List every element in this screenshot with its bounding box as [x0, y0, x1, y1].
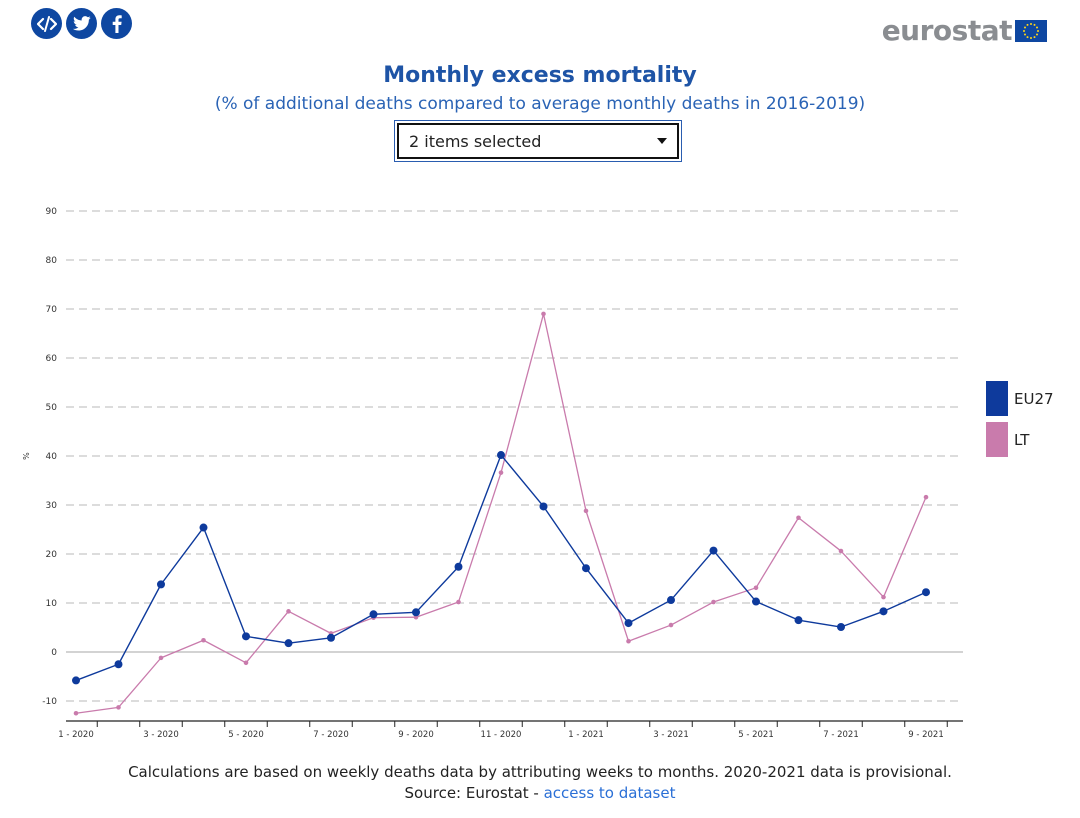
social-share-bar — [31, 8, 132, 39]
data-point-eu27 — [879, 607, 888, 616]
line-chart: -10 0 10 20 30 40 50 60 70 80 90% 1 - 2020 3 - 2020 5… — [22, 207, 963, 740]
data-point-lt — [626, 638, 631, 644]
axis-layer: -10 0 10 20 30 40 50 60 70 80 90% 1 - 2020 3 - 2020 5… — [22, 207, 963, 740]
data-point-eu27 — [667, 596, 675, 605]
x-tick-label: 9 - 2021 — [908, 730, 944, 740]
data-point-lt — [116, 705, 121, 710]
data-point-eu27 — [709, 546, 718, 555]
x-tick-label: 3 - 2021 — [653, 730, 689, 740]
x-tick-label: 11 - 2020 — [481, 730, 522, 740]
data-point-eu27 — [72, 676, 80, 685]
x-tick-label: 7 - 2021 — [823, 730, 859, 740]
chart-legend: EU27 LT — [986, 381, 1054, 463]
data-point-lt — [243, 660, 249, 666]
data-point-lt — [201, 637, 206, 643]
x-tick-label: 5 - 2021 — [738, 730, 774, 740]
x-tick-label: 1 - 2020 — [58, 730, 94, 740]
y-tick-label: 40 — [46, 452, 58, 462]
data-point-lt — [881, 594, 886, 600]
y-tick-label: 50 — [46, 403, 58, 413]
data-point-lt — [158, 655, 164, 661]
legend-swatch-lt — [986, 422, 1008, 457]
data-point-eu27 — [157, 580, 165, 589]
data-point-lt — [796, 515, 801, 521]
y-tick-label: -10 — [42, 697, 57, 707]
data-point-eu27 — [284, 639, 293, 648]
y-tick-label: 10 — [46, 599, 58, 609]
chart-footnote: Calculations are based on weekly deaths … — [0, 762, 1080, 804]
data-point-eu27 — [242, 632, 250, 641]
chart-subtitle: (% of additional deaths compared to aver… — [214, 94, 866, 114]
eu-flag-icon — [1015, 19, 1047, 42]
series-line-lt — [75, 313, 927, 714]
y-tick-label: 70 — [46, 305, 58, 315]
dataset-link[interactable]: access to dataset — [543, 784, 676, 802]
legend-item-lt[interactable]: LT — [986, 422, 1054, 457]
legend-item-eu27[interactable]: EU27 — [986, 381, 1054, 416]
data-point-lt — [923, 494, 929, 500]
data-point-eu27 — [412, 608, 420, 617]
grid-layer — [66, 210, 963, 702]
data-point-lt — [286, 609, 291, 614]
data-point-eu27 — [624, 619, 633, 628]
x-tick-label: 7 - 2020 — [313, 730, 349, 740]
data-point-eu27 — [539, 502, 548, 511]
selector-value: 2 items selected — [409, 131, 542, 151]
data-point-eu27 — [752, 597, 760, 606]
data-point-lt — [711, 599, 716, 605]
data-point-eu27 — [327, 633, 335, 642]
data-point-eu27 — [794, 616, 803, 625]
x-tick-label: 9 - 2020 — [398, 730, 434, 740]
x-tick-label: 3 - 2020 — [143, 730, 179, 740]
country-selector-dropdown[interactable]: 2 items selected — [394, 120, 682, 162]
data-point-eu27 — [582, 564, 590, 573]
chevron-down-icon — [657, 138, 667, 144]
source-prefix: Source: Eurostat - — [404, 784, 544, 802]
legend-swatch-eu27 — [986, 381, 1008, 416]
data-point-eu27 — [369, 610, 378, 619]
logo-text: eurostat — [881, 14, 1013, 47]
data-point-eu27 — [922, 588, 930, 597]
chart-header: Monthly excess mortality (% of additiona… — [0, 63, 1080, 114]
chart-title: Monthly excess mortality — [383, 63, 697, 88]
legend-label-lt: LT — [1014, 430, 1030, 449]
data-point-eu27 — [114, 660, 123, 669]
data-point-eu27 — [497, 451, 505, 460]
data-point-lt — [73, 710, 79, 716]
data-point-eu27 — [199, 523, 208, 532]
y-tick-label: 20 — [46, 550, 58, 560]
country-selector-box[interactable]: 2 items selected — [397, 123, 679, 159]
data-point-eu27 — [454, 562, 463, 571]
series-layer — [72, 311, 930, 716]
data-point-eu27 — [837, 623, 845, 632]
data-point-lt — [838, 548, 844, 554]
data-point-lt — [498, 470, 504, 475]
legend-label-eu27: EU27 — [1014, 389, 1054, 408]
data-point-lt — [583, 508, 589, 514]
eurostat-logo: eurostat — [882, 14, 1047, 47]
y-tick-label: 0 — [51, 648, 57, 658]
data-point-lt — [668, 622, 674, 628]
data-point-lt — [753, 585, 759, 591]
facebook-icon[interactable] — [101, 8, 132, 39]
embed-icon[interactable] — [31, 8, 62, 39]
data-point-lt — [456, 599, 461, 605]
footnote-text: Calculations are based on weekly deaths … — [128, 763, 952, 781]
source-line: Source: Eurostat - access to dataset — [0, 783, 1080, 804]
y-tick-label: 90 — [46, 207, 58, 217]
y-tick-label: 80 — [46, 256, 58, 266]
x-tick-label: 5 - 2020 — [228, 730, 264, 740]
data-point-lt — [541, 311, 546, 317]
series-line-eu27 — [75, 454, 927, 682]
y-tick-label: 30 — [46, 501, 58, 511]
x-tick-label: 1 - 2021 — [568, 730, 604, 740]
twitter-icon[interactable] — [66, 8, 97, 39]
y-tick-label: 60 — [46, 354, 58, 364]
y-axis-label: % — [22, 452, 31, 460]
